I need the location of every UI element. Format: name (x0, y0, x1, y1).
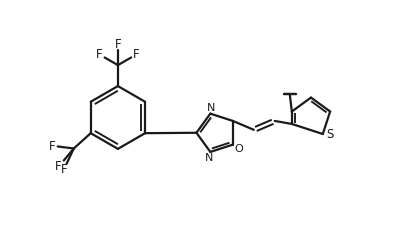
Text: F: F (133, 48, 140, 61)
Text: F: F (96, 48, 103, 61)
Text: S: S (326, 128, 333, 140)
Text: O: O (235, 144, 243, 154)
Text: F: F (49, 140, 55, 153)
Text: F: F (61, 163, 68, 176)
Text: F: F (114, 38, 121, 51)
Text: N: N (205, 153, 214, 163)
Text: N: N (207, 103, 216, 113)
Text: F: F (55, 160, 62, 173)
